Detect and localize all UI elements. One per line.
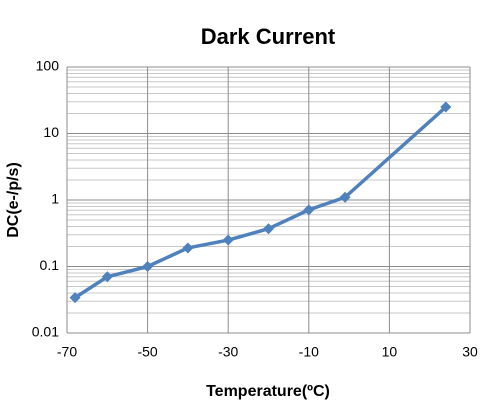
y-tick-label: 1 [51, 191, 59, 207]
y-tick-label: 0.1 [40, 257, 60, 273]
data-point [69, 292, 81, 304]
x-tick-label: 30 [462, 344, 478, 360]
y-tick-label: 10 [43, 124, 59, 140]
data-point [222, 234, 234, 246]
y-axis-label: DC(e-/p/s) [5, 162, 22, 238]
x-tick-label: -70 [57, 344, 77, 360]
data-point [182, 242, 194, 254]
x-tick-label: -50 [137, 344, 157, 360]
x-tick-label: 10 [382, 344, 398, 360]
data-point [142, 261, 154, 272]
x-tick-label: -10 [299, 344, 319, 360]
y-tick-label: 0.01 [32, 324, 59, 340]
chart-title: Dark Current [201, 24, 336, 49]
x-tick-label: -30 [218, 344, 238, 360]
data-point [263, 223, 274, 235]
data-point [101, 271, 113, 283]
data-point [440, 101, 452, 113]
y-tick-label: 100 [36, 58, 60, 74]
data-point [339, 191, 351, 203]
x-axis-label: Temperature(ºC) [206, 383, 330, 400]
data-point [303, 204, 315, 216]
